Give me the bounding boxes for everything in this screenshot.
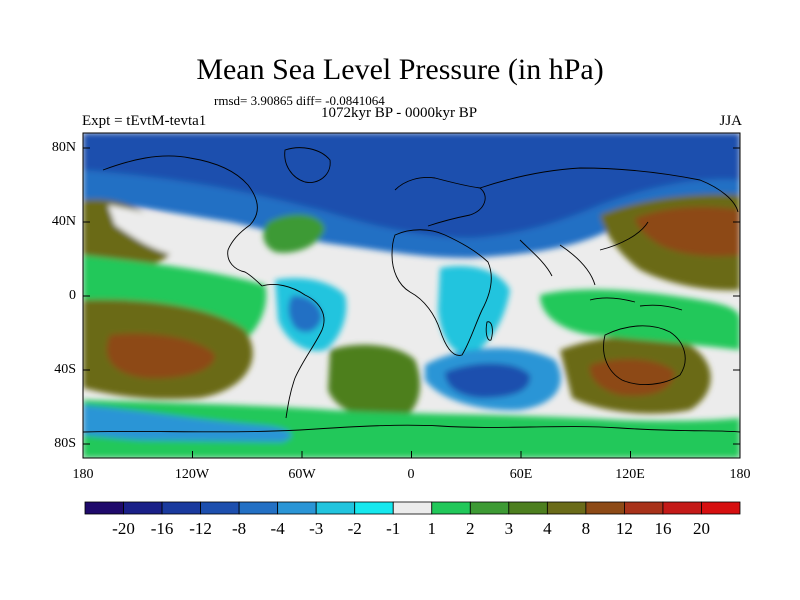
coast-australia: [603, 325, 686, 386]
colorbar-label: 1: [427, 519, 437, 538]
region-eindian-green: [540, 289, 740, 350]
season-label: JJA: [719, 113, 742, 129]
colorbar-box: [354, 501, 394, 515]
region-samerica-core: [288, 295, 322, 333]
x-label-180w: 180: [72, 467, 94, 482]
region-natlantic-high: [263, 214, 325, 253]
coast-africa: [391, 229, 492, 356]
region-antarctic-green: [83, 438, 740, 458]
region-wpacific-core: [635, 206, 740, 257]
colorbar-box: [662, 501, 702, 515]
x-label-120w: 120W: [174, 467, 210, 482]
region-npacific-whiteband: [108, 205, 213, 256]
region-satlantic-high: [328, 344, 420, 421]
colorbar-label: -8: [232, 519, 247, 538]
colorbar-box: [123, 501, 163, 515]
coast-south-america: [261, 284, 325, 419]
colorbar-label: -16: [150, 519, 174, 538]
colorbar-box: [392, 501, 433, 515]
colorbar-box: [200, 501, 240, 515]
colorbar-box: [624, 501, 664, 515]
x-label-0: 0: [407, 467, 415, 482]
colorbar-label: -3: [309, 519, 324, 538]
colorbar-label: 3: [504, 519, 514, 538]
colorbar-label: 20: [692, 519, 710, 538]
region-asia-low: [380, 183, 600, 213]
colorbar-box: [585, 501, 625, 515]
colorbar-box: [277, 501, 317, 515]
coast-north-america: [102, 155, 263, 287]
colorbar-box: [469, 501, 510, 515]
colorbar-label: 12: [615, 519, 633, 538]
region-southern-blue-strip: [83, 405, 292, 446]
experiment-label: Expt = tEvtM-tevta1: [82, 113, 207, 129]
x-label-120e: 120E: [615, 467, 645, 482]
region-sindian-core: [445, 363, 531, 398]
colorbar-box: [431, 501, 471, 515]
coastlines: [83, 147, 740, 433]
colorbar-label: -2: [347, 519, 362, 538]
colorbar: [84, 501, 741, 515]
colorbar-box: [701, 501, 741, 515]
region-australia-core: [589, 359, 675, 396]
colorbar-label: -4: [270, 519, 285, 538]
stats-line: rmsd= 3.90865 diff= -0.0841064: [214, 93, 385, 108]
colorbar-box: [546, 501, 587, 515]
coast-antarctica: [83, 424, 740, 433]
coast-madagascar: [485, 321, 493, 341]
x-label-60e: 60E: [509, 467, 533, 482]
y-label-40s: 40S: [54, 362, 76, 377]
x-label-180e: 180: [729, 467, 751, 482]
colorbar-box: [238, 501, 279, 515]
y-label-80s: 80S: [54, 436, 76, 451]
colorbar-label: -12: [189, 519, 212, 538]
period-label: 1072kyr BP - 0000kyr BP: [321, 105, 478, 121]
region-spacific-core: [106, 333, 215, 379]
colorbar-label: 16: [654, 519, 672, 538]
axis-ticks: [82, 147, 741, 458]
y-label-80n: 80N: [51, 140, 76, 155]
x-label-60w: 60W: [288, 467, 316, 482]
colorbar-box: [161, 501, 201, 515]
colorbar-box: [508, 501, 548, 515]
colorbar-label: -1: [386, 519, 401, 538]
pressure-field: [83, 133, 740, 458]
y-label-40n: 40N: [51, 214, 76, 229]
coast-greenland: [284, 147, 331, 183]
colorbar-box: [315, 501, 356, 515]
coast-indonesia: [589, 297, 683, 311]
coast-asia: [479, 167, 739, 286]
colorbar-label: 2: [466, 519, 475, 538]
region-npacific-high: [83, 199, 176, 272]
plot-title: Mean Sea Level Pressure (in hPa): [196, 53, 604, 86]
y-label-0: 0: [69, 288, 76, 303]
colorbar-label: 8: [581, 519, 591, 538]
colorbar-label: -20: [112, 519, 135, 538]
colorbar-box: [84, 501, 124, 515]
colorbar-label: 4: [543, 519, 552, 538]
